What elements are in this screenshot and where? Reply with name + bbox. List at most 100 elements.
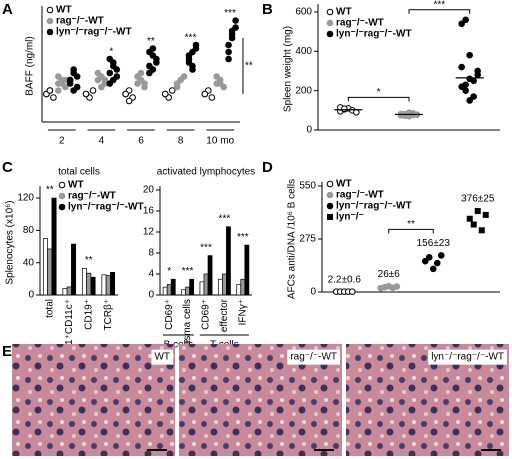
y-axis-label: Spleen weight (mg) (283, 26, 294, 112)
dot (208, 94, 216, 101)
annotation: *** (182, 266, 194, 277)
bar (226, 226, 231, 296)
dot (46, 87, 54, 94)
dot (437, 252, 445, 259)
dot (466, 215, 473, 222)
x-tick-label: total (44, 299, 55, 318)
legend-label: lyn⁻/⁻rag⁻/⁻-WT (336, 29, 412, 40)
bar (207, 255, 213, 296)
dot (225, 55, 232, 63)
annotation: * (167, 266, 171, 277)
dot (458, 63, 465, 71)
dot (429, 265, 437, 273)
legend-marker (46, 17, 54, 25)
bar (181, 289, 186, 296)
bar (110, 272, 116, 296)
dot (55, 87, 62, 94)
annotation: ** (245, 61, 253, 72)
x-tick-label: effector (219, 298, 230, 332)
dot (82, 90, 90, 98)
dot (201, 90, 209, 98)
panel-letter: E (2, 343, 12, 360)
dot (458, 20, 465, 28)
legend-marker (326, 8, 334, 16)
legend-label: WT (68, 180, 84, 191)
dot (55, 73, 62, 80)
dot (462, 87, 469, 94)
dot (141, 80, 148, 87)
annotation: *** (219, 213, 231, 224)
x-tick-label: 8 (178, 136, 184, 147)
bar (244, 244, 250, 296)
legend-marker (58, 192, 66, 200)
dot (348, 288, 356, 295)
x-tick-label: IFNγ⁺ (237, 299, 248, 325)
dot (421, 257, 429, 265)
legend-marker (326, 191, 334, 199)
legend-marker (46, 6, 54, 14)
dot (98, 83, 105, 91)
dot (216, 80, 224, 87)
x-tick-label: MAC-1⁺CD11c⁺ (64, 299, 75, 371)
y-tick-label: 120 (17, 193, 34, 204)
dot (482, 211, 489, 218)
y-tick-label: 4 (148, 269, 154, 280)
dot (225, 48, 232, 56)
dot (109, 59, 117, 66)
panel-letter: C (2, 159, 13, 176)
bar (62, 288, 68, 296)
annotation: *** (200, 242, 212, 253)
y-tick-label: 0 (28, 290, 34, 301)
dot (50, 94, 57, 101)
legend-label: lyn⁻/⁻rag⁻/⁻-WT (68, 202, 144, 213)
dot (393, 283, 401, 290)
bar (203, 273, 209, 296)
bar (222, 273, 227, 296)
dot (125, 97, 133, 105)
legend-label: WT (336, 7, 352, 18)
y-tick-label: 0 (148, 290, 154, 301)
annotation: ** (147, 36, 155, 47)
x-tick-label: TCRβ⁺ (103, 299, 114, 331)
y-tick-label: 80 (23, 225, 35, 236)
bar (47, 248, 53, 296)
dot (94, 69, 102, 77)
dot (462, 81, 469, 89)
dot (470, 221, 477, 228)
legend-label: rag⁻/⁻-WT (56, 16, 104, 27)
bar (71, 243, 77, 296)
bar (185, 286, 190, 296)
dot (341, 105, 348, 113)
legend-marker (327, 214, 333, 220)
legend-marker (326, 19, 334, 27)
dot (185, 55, 193, 63)
subtitle: total cells (58, 167, 100, 178)
bar (90, 276, 96, 296)
dot (466, 75, 473, 83)
legend-marker (326, 30, 334, 38)
dot (425, 254, 433, 261)
dot (213, 73, 220, 80)
x-tick-label: CD69⁺ (164, 299, 175, 330)
legend-label: rag⁻/⁻-WT (336, 190, 384, 201)
y-tick-label: 600 (295, 7, 312, 18)
label-box (287, 349, 340, 365)
bar (236, 284, 242, 296)
dot (462, 16, 469, 24)
image-label: WT (154, 352, 170, 363)
legend-marker (46, 28, 54, 36)
dot (192, 45, 200, 52)
bar (217, 278, 223, 296)
dot (113, 66, 121, 73)
dot (106, 80, 114, 87)
legend-label: WT (336, 179, 352, 190)
bar (86, 272, 92, 296)
bar (170, 278, 176, 296)
dot (173, 83, 181, 91)
dot (228, 27, 236, 35)
dot (149, 45, 157, 52)
bar (199, 281, 205, 296)
legend-label: lyn⁻/⁻ (336, 212, 364, 223)
dot (466, 51, 473, 59)
